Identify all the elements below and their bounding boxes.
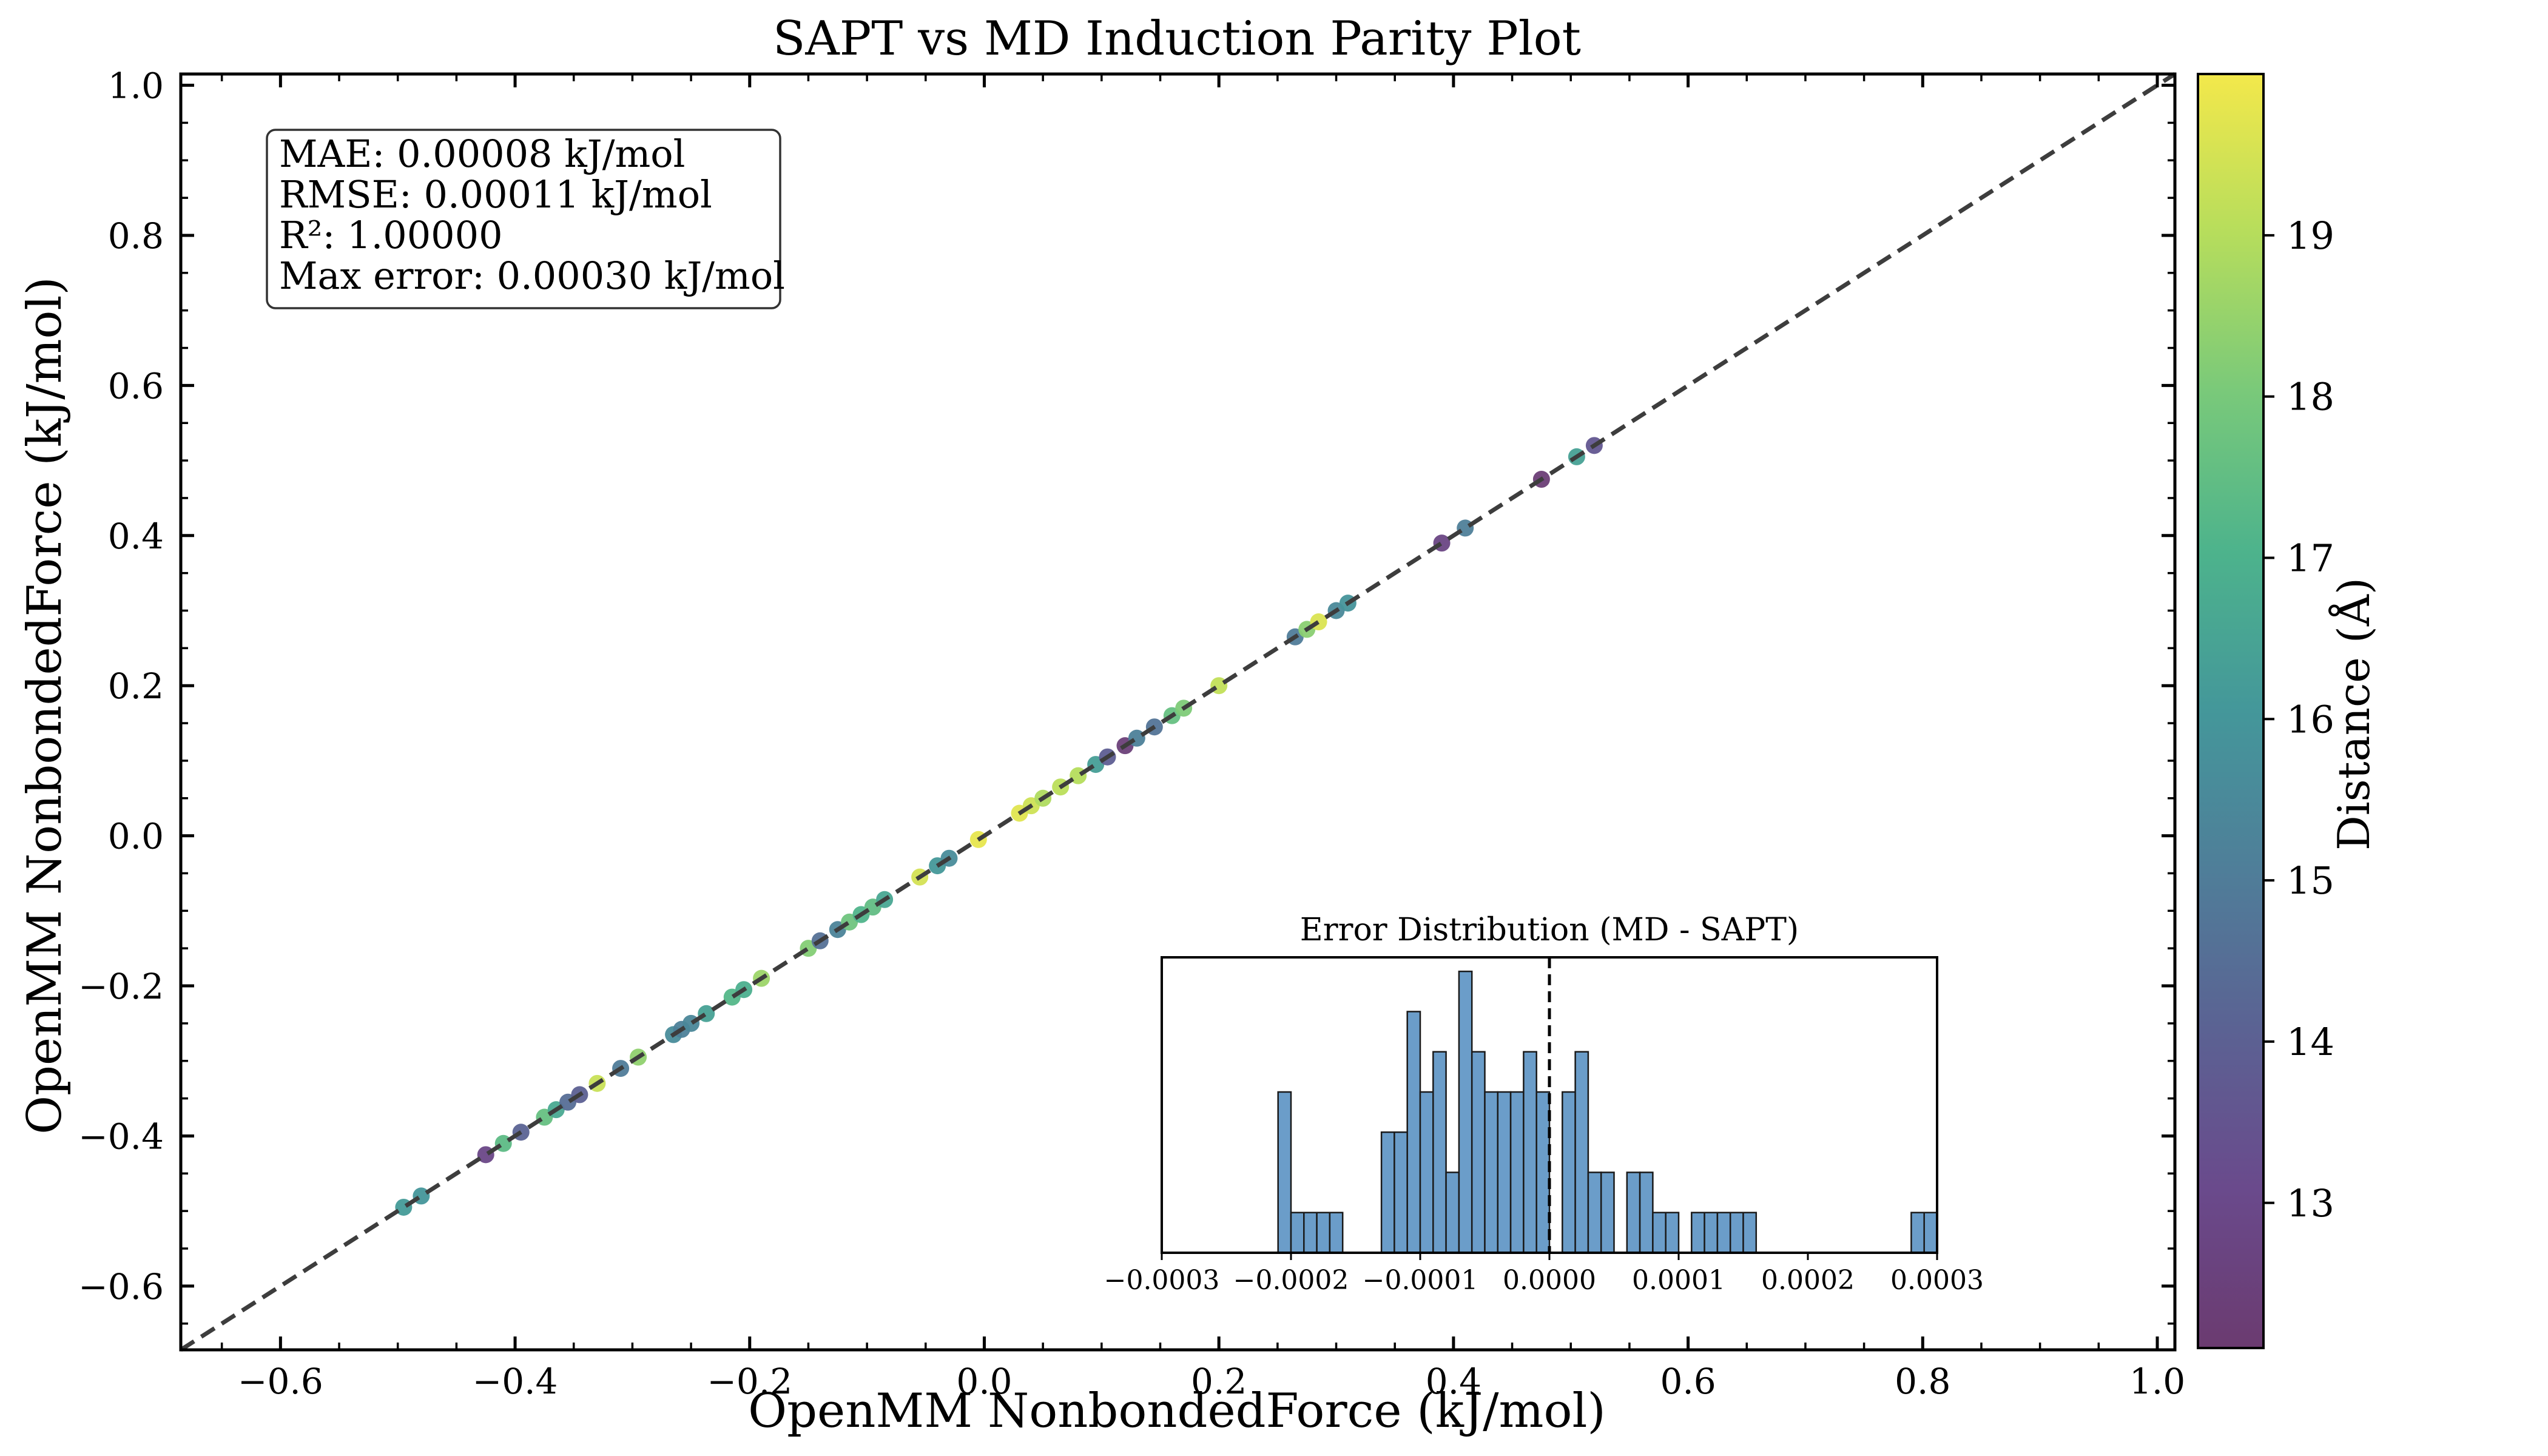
histogram-bar	[1691, 1212, 1705, 1254]
x-tick-label: 0.4	[1426, 1361, 1481, 1402]
main-plot-frame	[179, 72, 2177, 1352]
histogram-bar	[1432, 1051, 1447, 1254]
histogram-bar	[1316, 1212, 1331, 1254]
colorbar-ticks: 13 14 15 16 17 18 19	[2263, 214, 2334, 1225]
y-tick-label: 0.0	[108, 816, 164, 857]
histogram-bar	[1562, 1091, 1576, 1254]
inset-x-tick-label: 0.0000	[1503, 1265, 1596, 1296]
stats-mae: MAE: 0.00008 kJ/mol	[279, 132, 685, 176]
histogram-bar	[1497, 1091, 1512, 1254]
x-tick-label: 0.6	[1660, 1361, 1716, 1402]
colorbar: 13 14 15 16 17 18 19 Distance (Å)	[2197, 73, 2379, 1349]
stats-r2: R²: 1.00000	[279, 213, 503, 257]
y-tick-label: 0.4	[108, 516, 164, 557]
histogram-bar	[1665, 1212, 1680, 1254]
stats-box-frame	[266, 129, 781, 309]
colorbar-label: Distance (Å)	[2328, 578, 2379, 851]
y-axis-label: OpenMM NonbondedForce (kJ/mol)	[18, 277, 72, 1134]
inset-x-tick-label: 0.0001	[1632, 1265, 1725, 1296]
inset-x-tick-label: 0.0002	[1761, 1265, 1855, 1296]
y-tick-label: 0.6	[108, 365, 164, 406]
histogram-bars	[1277, 970, 1938, 1254]
histogram-bar	[1626, 1171, 1641, 1254]
colorbar-tick-label: 18	[2287, 375, 2334, 419]
inset-axis-ticks: −0.0003 −0.0002 −0.0001 0.0000 0.0001 0.0002 0…	[1104, 1253, 1984, 1296]
histogram-bar	[1729, 1212, 1744, 1254]
histogram-bar	[1277, 1091, 1292, 1254]
x-tick-label: 0.8	[1895, 1361, 1950, 1402]
histogram-bar	[1380, 1131, 1395, 1254]
histogram-bar	[1458, 970, 1473, 1254]
stats-max-error: Max error: 0.00030 kJ/mol	[279, 254, 785, 298]
histogram-bar	[1923, 1212, 1938, 1254]
histogram-bar	[1484, 1091, 1499, 1254]
x-tick-label: 0.0	[956, 1361, 1012, 1402]
histogram-bar	[1445, 1171, 1460, 1254]
inset-x-tick-label: −0.0003	[1104, 1265, 1220, 1296]
colorbar-gradient	[2197, 73, 2265, 1349]
colorbar-tick-label: 15	[2287, 858, 2334, 903]
x-tick-label: 0.2	[1191, 1361, 1247, 1402]
colorbar-tick-label: 16	[2287, 697, 2334, 741]
colorbar-tick-label: 19	[2287, 214, 2334, 258]
histogram-bar	[1509, 1091, 1525, 1254]
main-plot-area: −0.6 −0.4 −0.2 0.0 0.2 0.4 0.6 0.8 1.0 −0.6 −0.4 −0…	[78, 66, 2185, 1402]
histogram-bar	[1406, 1011, 1421, 1254]
histogram-bar	[1652, 1212, 1667, 1254]
x-tick-label: −0.6	[238, 1361, 323, 1402]
colorbar-tick-label: 14	[2287, 1020, 2334, 1064]
histogram-bar	[1329, 1212, 1344, 1254]
stats-box: MAE: 0.00008 kJ/mol RMSE: 0.00011 kJ/mol…	[266, 129, 785, 309]
histogram-bar	[1303, 1212, 1318, 1254]
y-tick-label: 1.0	[108, 66, 164, 107]
histogram-bar	[1419, 1091, 1434, 1254]
chart-title: SAPT vs MD Induction Parity Plot	[773, 12, 1581, 66]
x-tick-label: 1.0	[2129, 1361, 2185, 1402]
y-tick-label: −0.4	[78, 1116, 164, 1157]
histogram-bar	[1471, 1051, 1486, 1254]
main-axis-ticks: −0.6 −0.4 −0.2 0.0 0.2 0.4 0.6 0.8 1.0 −0.6 −0.4 −0…	[78, 66, 2185, 1402]
parity-line	[180, 72, 2176, 1352]
histogram-bar	[1600, 1171, 1615, 1254]
y-tick-label: −0.2	[78, 966, 164, 1007]
inset-title: Error Distribution (MD - SAPT)	[1300, 912, 1799, 948]
colorbar-tick-label: 17	[2287, 536, 2334, 580]
histogram-bar	[1535, 1091, 1551, 1254]
y-tick-label: 0.8	[108, 215, 164, 257]
histogram-bar	[1394, 1131, 1408, 1254]
y-tick-label: 0.2	[108, 666, 164, 707]
histogram-bar	[1704, 1212, 1719, 1254]
histogram-bar	[1910, 1212, 1925, 1254]
histogram-bar	[1716, 1212, 1731, 1254]
inset-x-tick-label: −0.0002	[1233, 1265, 1349, 1296]
histogram-bar	[1742, 1212, 1758, 1254]
error-histogram-inset: Error Distribution (MD - SAPT) −0.0003 −0…	[1104, 912, 1984, 1296]
colorbar-tick-label: 13	[2287, 1181, 2334, 1225]
x-tick-label: −0.2	[707, 1361, 792, 1402]
x-axis-label: OpenMM NonbondedForce (kJ/mol)	[748, 1384, 1606, 1438]
histogram-bar	[1290, 1212, 1305, 1254]
stats-rmse: RMSE: 0.00011 kJ/mol	[279, 172, 712, 217]
inset-x-tick-label: 0.0003	[1890, 1265, 1984, 1296]
y-tick-label: −0.6	[78, 1266, 164, 1307]
histogram-bar	[1523, 1051, 1537, 1254]
histogram-bar	[1587, 1171, 1602, 1254]
inset-x-tick-label: −0.0001	[1363, 1265, 1478, 1296]
histogram-bar	[1639, 1171, 1654, 1254]
histogram-bar	[1574, 1051, 1589, 1254]
x-tick-label: −0.4	[473, 1361, 558, 1402]
